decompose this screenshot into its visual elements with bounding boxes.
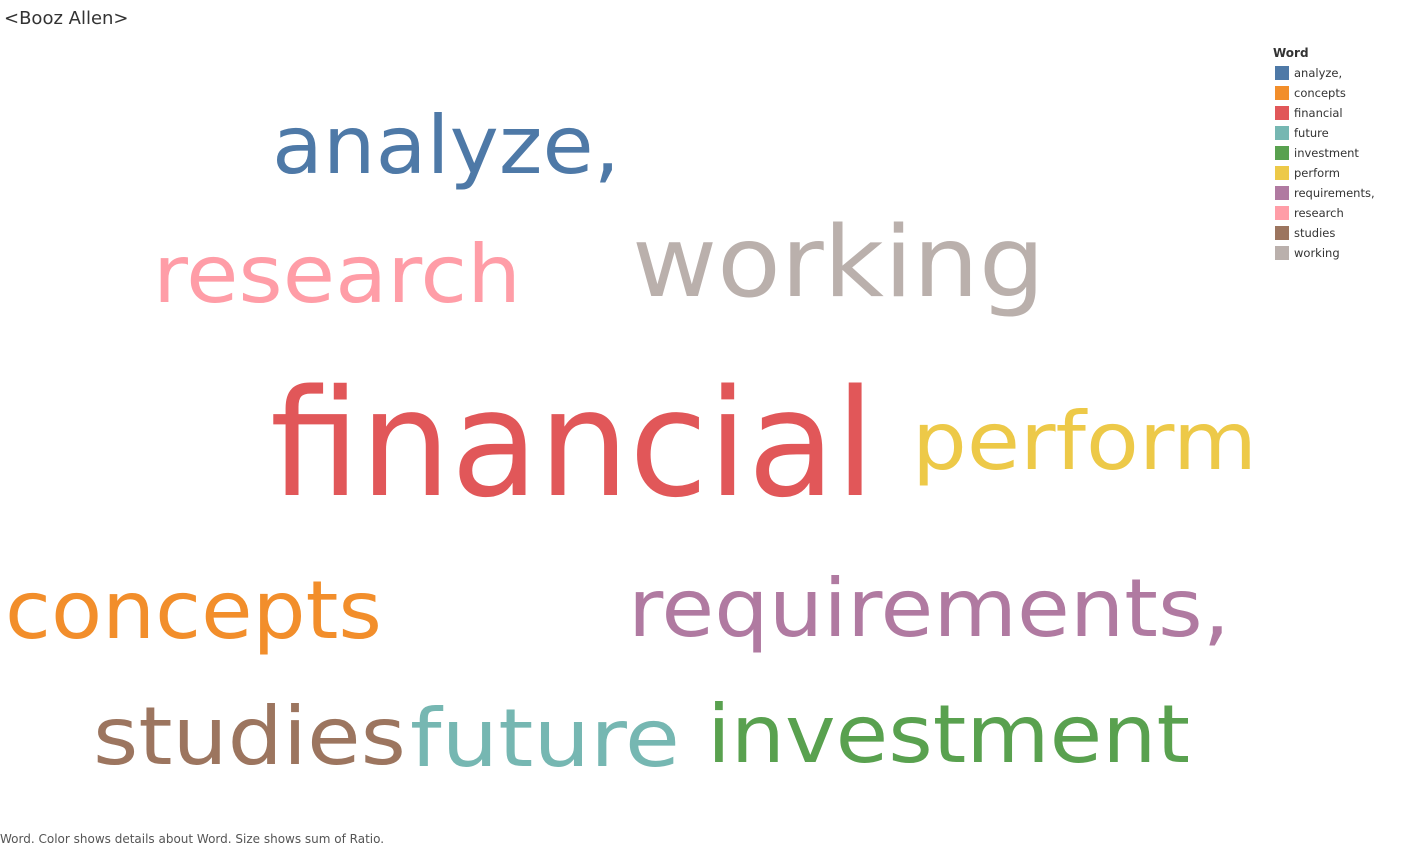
legend-item[interactable]: research	[1273, 203, 1403, 223]
legend-label: financial	[1294, 106, 1343, 120]
legend-swatch	[1275, 166, 1289, 180]
word-analyze[interactable]: analyze,	[272, 99, 620, 192]
chart-title: <Booz Allen>	[4, 8, 129, 29]
legend-label: perform	[1294, 166, 1340, 180]
word-future[interactable]: future	[410, 692, 680, 785]
legend: Word analyze, concepts financial future inve…	[1273, 45, 1403, 263]
legend-label: research	[1294, 206, 1344, 220]
legend-swatch	[1275, 126, 1289, 140]
chart-caption: Word. Color shows details about Word. Si…	[0, 832, 385, 846]
legend-item[interactable]: perform	[1273, 163, 1403, 183]
legend-label: concepts	[1294, 86, 1346, 100]
legend-swatch	[1275, 146, 1289, 160]
legend-title: Word	[1273, 46, 1309, 60]
word-studies[interactable]: studies	[93, 690, 406, 783]
word-research[interactable]: research	[153, 228, 521, 321]
legend-label: analyze,	[1294, 66, 1343, 80]
legend-swatch	[1275, 186, 1289, 200]
legend-item[interactable]: financial	[1273, 103, 1403, 123]
legend-swatch	[1275, 106, 1289, 120]
legend-item[interactable]: requirements,	[1273, 183, 1403, 203]
legend-swatch	[1275, 86, 1289, 100]
legend-item[interactable]: studies	[1273, 223, 1403, 243]
legend-label: working	[1294, 246, 1340, 260]
word-concepts[interactable]: concepts	[5, 564, 382, 657]
legend-label: investment	[1294, 146, 1359, 160]
legend-swatch	[1275, 206, 1289, 220]
word-financial[interactable]: financial	[270, 358, 875, 530]
word-investment[interactable]: investment	[707, 688, 1190, 781]
word-requirements[interactable]: requirements,	[628, 562, 1230, 655]
legend-label: studies	[1294, 226, 1336, 240]
legend-item[interactable]: analyze,	[1273, 63, 1403, 83]
legend-label: requirements,	[1294, 186, 1375, 200]
word-working[interactable]: working	[632, 206, 1045, 320]
legend-label: future	[1294, 126, 1329, 140]
legend-items: analyze, concepts financial future investmen…	[1273, 63, 1403, 263]
legend-item[interactable]: investment	[1273, 143, 1403, 163]
word-perform[interactable]: perform	[912, 395, 1257, 488]
legend-item[interactable]: concepts	[1273, 83, 1403, 103]
legend-swatch	[1275, 246, 1289, 260]
legend-swatch	[1275, 66, 1289, 80]
legend-swatch	[1275, 226, 1289, 240]
legend-item[interactable]: working	[1273, 243, 1403, 263]
legend-item[interactable]: future	[1273, 123, 1403, 143]
